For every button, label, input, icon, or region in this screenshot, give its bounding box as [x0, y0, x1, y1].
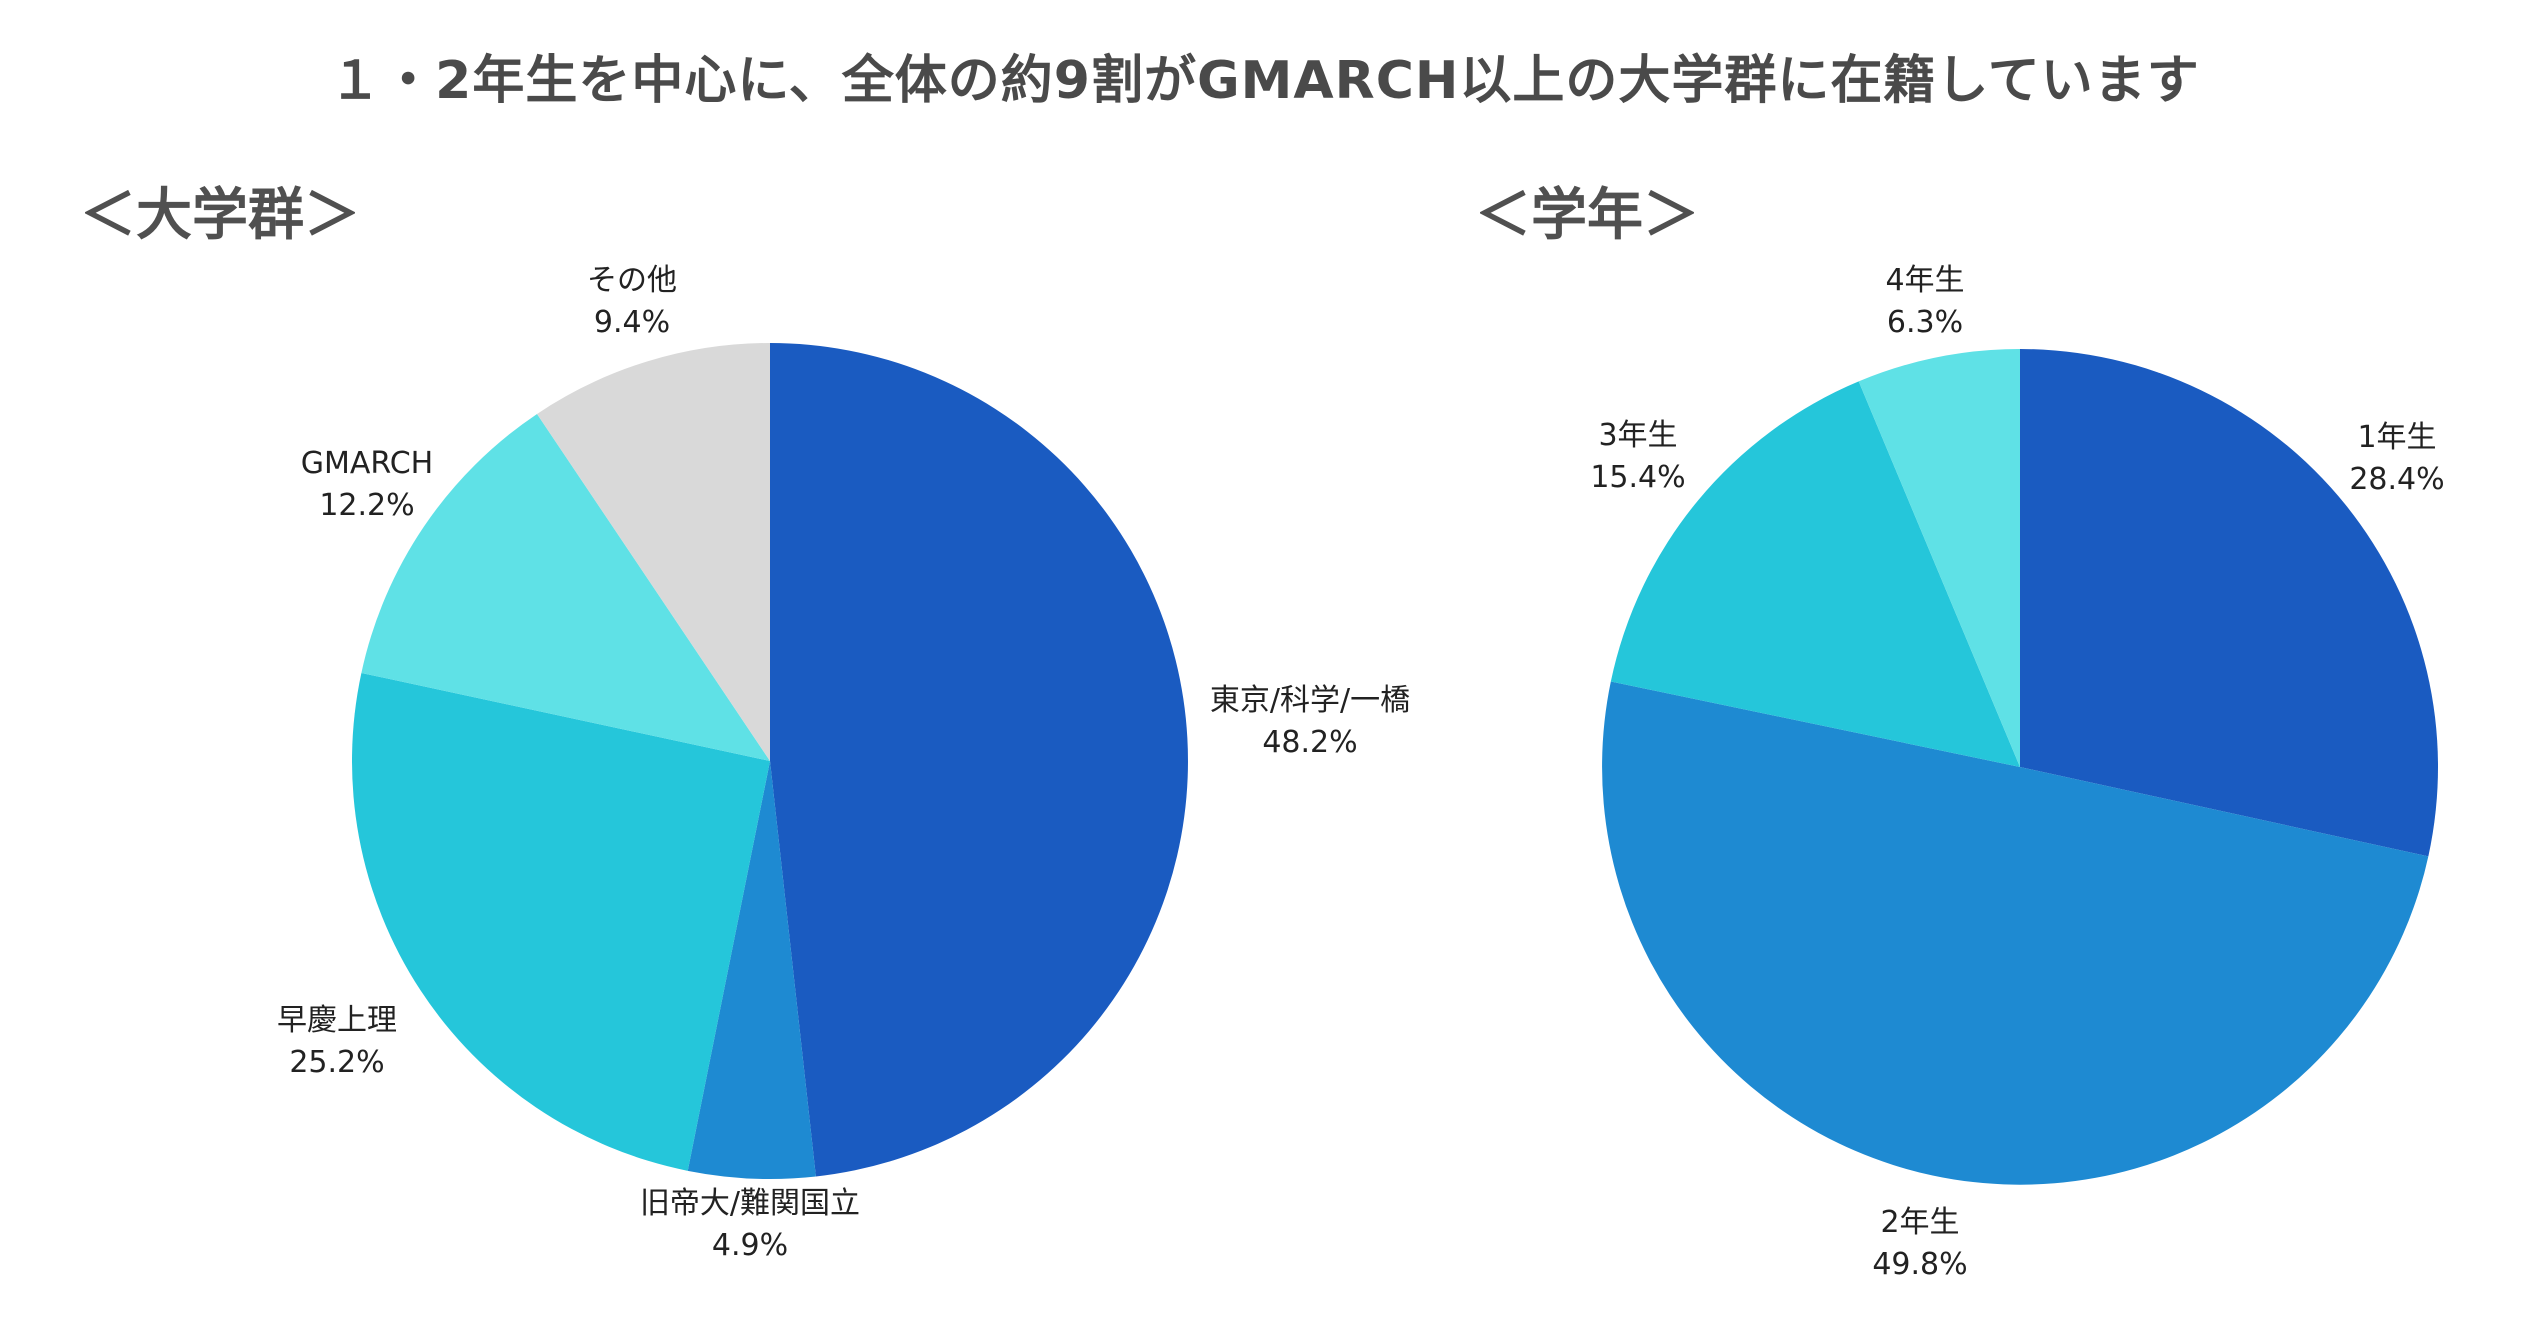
pie-1-category-label-1: 2年生 [1880, 1205, 1959, 1240]
pie-1-value-label-3: 6.3% [1887, 305, 1963, 340]
chart-title-grade: ＜学年＞ [1475, 183, 1699, 248]
chart-title-university: ＜大学群＞ [80, 183, 360, 248]
pie-0-slice-1 [687, 761, 816, 1179]
page-title: １・2年生を中心に、全体の約9割がGMARCH以上の大学群に在籍しています [329, 51, 2200, 111]
pie-1-value-label-1: 49.8% [1872, 1247, 1967, 1282]
pie-0-value-label-0: 48.2% [1262, 725, 1357, 760]
pie-chart-university: 東京/科学/一橋 48.2% 旧帝大/難関国立 4.9% 早慶上理 25.2% GMARCH… [277, 263, 1410, 1263]
pie-1-slice-1 [1602, 681, 2429, 1185]
pie-1-category-label-2: 3年生 [1598, 418, 1677, 453]
pie-0-label-3: GMARCH 12.2% [301, 446, 434, 523]
pie-1-label-3: 4年生 6.3% [1885, 263, 1964, 340]
pie-0-slice-0 [770, 343, 1188, 1177]
pie-0-value-label-4: 9.4% [594, 305, 670, 340]
pie-0-label-1: 旧帝大/難関国立 4.9% [640, 1186, 860, 1263]
pie-1-label-0: 1年生 28.4% [2349, 420, 2444, 497]
pie-1-label-2: 3年生 15.4% [1590, 418, 1685, 495]
pie-0-category-label-0: 東京/科学/一橋 [1210, 683, 1410, 718]
pie-0-value-label-3: 12.2% [319, 488, 414, 523]
pie-0-category-label-1: 旧帝大/難関国立 [640, 1186, 860, 1221]
pie-1-value-label-0: 28.4% [2349, 462, 2444, 497]
pie-0-label-0: 東京/科学/一橋 48.2% [1210, 683, 1410, 760]
pie-0-category-label-4: その他 [587, 263, 677, 298]
pie-chart-grade: 1年生 28.4% 2年生 49.8% 3年生 15.4% 4年生 6.3% [1590, 263, 2444, 1282]
pie-0-value-label-1: 4.9% [712, 1228, 788, 1263]
pie-1-category-label-3: 4年生 [1885, 263, 1964, 298]
pie-0-label-2: 早慶上理 25.2% [277, 1003, 397, 1080]
pie-1-slice-2 [1610, 381, 2020, 767]
pie-1-value-label-2: 15.4% [1590, 460, 1685, 495]
pie-0-category-label-3: GMARCH [301, 446, 434, 481]
pie-1-category-label-0: 1年生 [2357, 420, 2436, 455]
pie-0-value-label-2: 25.2% [289, 1045, 384, 1080]
pie-1-slice-0 [2020, 349, 2439, 857]
pie-0-category-label-2: 早慶上理 [277, 1003, 397, 1038]
pie-0-slice-3 [361, 413, 770, 761]
pie-1-slice-3 [1858, 349, 2020, 767]
pie-0-slice-2 [351, 672, 770, 1171]
pie-0-label-4: その他 9.4% [587, 263, 677, 340]
pie-1-label-1: 2年生 49.8% [1872, 1205, 1967, 1282]
pie-0-slice-4 [537, 343, 770, 761]
